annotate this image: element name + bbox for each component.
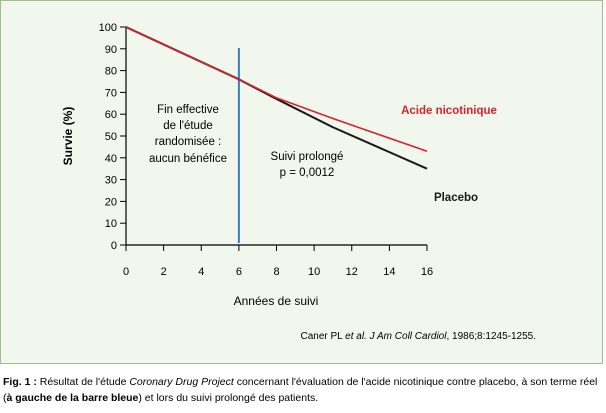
annotation-left-line-1: Fin effective xyxy=(157,104,219,116)
x-tick-label: 14 xyxy=(383,266,395,278)
y-tick-label: 40 xyxy=(105,153,117,165)
series-label-nicotinic-acid: Acide nicotinique xyxy=(401,105,497,117)
x-tick-label: 2 xyxy=(161,266,167,278)
annotation-left-line-4: aucun bénéfice xyxy=(149,153,227,165)
x-tick-label: 8 xyxy=(273,266,279,278)
annotation-right-line-1: Suivi prolongé xyxy=(271,151,344,163)
x-tick-label: 10 xyxy=(308,266,320,278)
caption-text-1: Résultat de l'étude xyxy=(36,376,130,388)
y-tick-label: 70 xyxy=(105,87,117,99)
x-tick-label: 12 xyxy=(346,266,358,278)
x-tick-label: 16 xyxy=(421,266,433,278)
series-label-placebo: Placebo xyxy=(434,192,478,204)
y-tick-label: 80 xyxy=(105,66,117,78)
caption-highlight: à gauche de la barre bleue xyxy=(6,392,139,404)
x-tick-label: 6 xyxy=(236,266,242,278)
source-reference: Caner PL et al. J Am Coll Cardiol, 1986;… xyxy=(300,331,536,342)
y-tick-label: 10 xyxy=(105,218,117,230)
annotation-right-line-2: p = 0,0012 xyxy=(280,167,335,179)
caption-study-name: Coronary Drug Project xyxy=(129,376,234,388)
x-axis-label: Années de suivi xyxy=(234,294,319,308)
survival-chart: 0 10 20 30 40 50 60 70 80 90 100 0 2 4 6 8 10 12 14 16 Sur… xyxy=(61,22,536,342)
y-tick-label: 90 xyxy=(105,44,117,56)
x-tick-label: 0 xyxy=(123,266,129,278)
figure-panel: 0 10 20 30 40 50 60 70 80 90 100 0 2 4 6 8 10 12 14 16 Sur… xyxy=(0,0,603,364)
y-tick-label: 50 xyxy=(105,131,117,143)
y-tick-label: 30 xyxy=(105,175,117,187)
caption-fig-label: Fig. 1 : xyxy=(3,376,37,388)
figure-caption: Fig. 1 : Résultat de l'étude Coronary Dr… xyxy=(3,374,603,406)
y-axis-label: Survie (%) xyxy=(61,107,75,166)
series-line-nicotinic-acid xyxy=(125,26,428,153)
caption-text-2: concernant l'évaluation de l'acide nicot… xyxy=(3,376,598,404)
y-tick-label: 100 xyxy=(99,22,117,34)
annotation-left-line-2: de l'étude xyxy=(163,120,213,132)
caption-text-3: ) et lors du suivi prolongé des patients… xyxy=(138,392,319,404)
x-tick-label: 4 xyxy=(198,266,204,278)
y-tick-label: 0 xyxy=(111,240,117,252)
annotation-left-line-3: randomisée : xyxy=(155,136,221,148)
y-tick-label: 20 xyxy=(105,196,117,208)
y-tick-label: 60 xyxy=(105,109,117,121)
